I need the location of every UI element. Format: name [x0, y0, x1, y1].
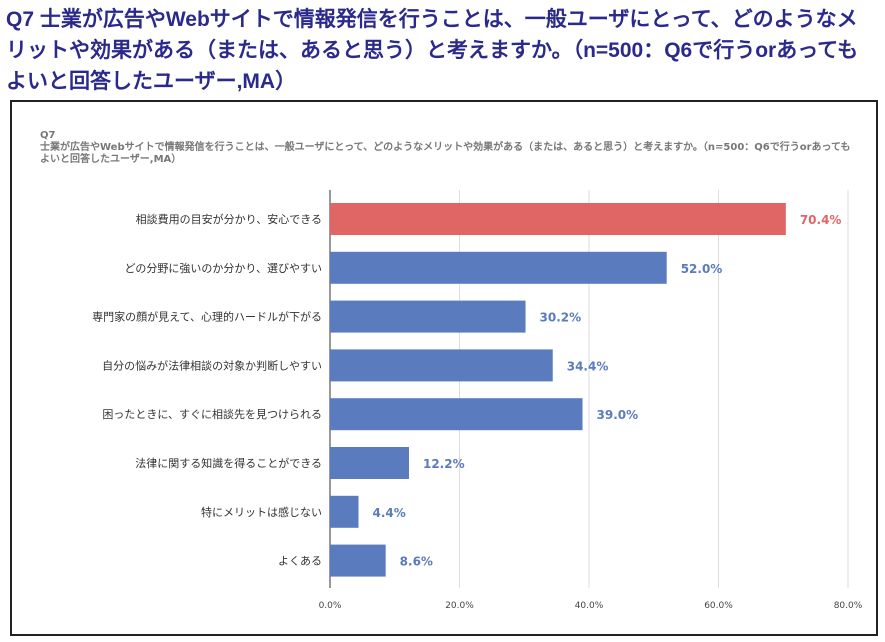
x-tick-label: 20.0% — [445, 601, 474, 611]
category-label: 法律に関する知識を得ることができる — [135, 456, 322, 470]
category-label: どの分野に強いのか分かり、選びやすい — [124, 262, 322, 275]
data-label: 30.2% — [540, 311, 582, 325]
category-label: 相談費用の目安が分かり、安心できる — [136, 212, 322, 226]
data-label: 8.6% — [400, 555, 433, 569]
bar — [330, 251, 667, 284]
category-label: 困ったときに、すぐに相談先を見つけられる — [102, 407, 322, 421]
bar — [330, 398, 583, 431]
chart-title-line1: Q7 — [40, 130, 56, 141]
x-tick-label: 40.0% — [575, 601, 604, 611]
category-label: 自分の悩みが法律相談の対象か判断しやすい — [102, 358, 322, 372]
data-label: 52.0% — [681, 262, 723, 276]
bar — [330, 447, 409, 479]
x-tick-label: 80.0% — [834, 601, 863, 611]
data-label: 34.4% — [567, 359, 609, 373]
chart-title: Q7 士業が広告やWebサイトで情報発信を行うことは、一般ユーザにとって、どのよ… — [40, 130, 860, 166]
category-label: 専門家の顔が見えて、心理的ハードルが下がる — [92, 310, 322, 324]
bar — [330, 544, 386, 577]
data-label: 4.4% — [372, 506, 405, 520]
category-label: よくある — [278, 555, 322, 568]
bar — [330, 495, 359, 528]
page-heading: Q7 士業が広告やWebサイトで情報発信を行うことは、一般ユーザにとって、どのよ… — [6, 8, 859, 93]
chart-frame — [10, 100, 878, 636]
category-label: 特にメリットは感じない — [201, 505, 322, 519]
x-tick-label: 60.0% — [704, 601, 733, 611]
x-tick-label: 0.0% — [319, 601, 342, 611]
bar — [330, 349, 553, 382]
bar — [330, 300, 526, 333]
data-label: 12.2% — [423, 457, 465, 471]
data-label: 39.0% — [597, 408, 639, 422]
bar — [330, 203, 786, 235]
data-label: 70.4% — [800, 213, 842, 227]
chart-title-line2: 士業が広告やWebサイトで情報発信を行うことは、一般ユーザにとって、どのようなメ… — [40, 142, 851, 165]
